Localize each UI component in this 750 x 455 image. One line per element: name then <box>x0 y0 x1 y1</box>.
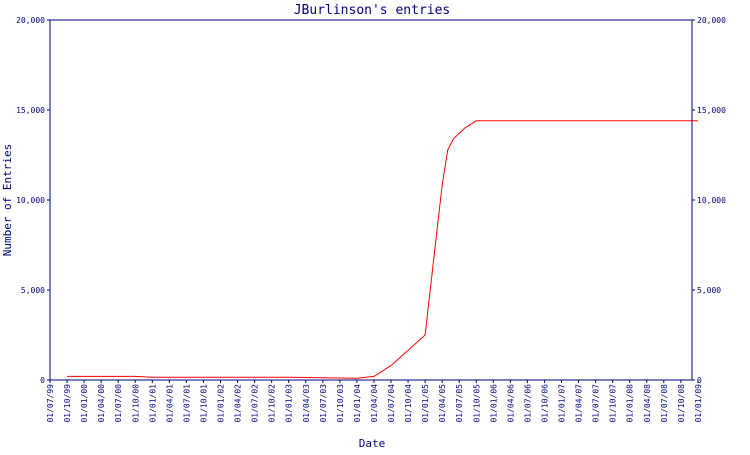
x-tick-label: 01/01/08 <box>626 384 635 423</box>
series-layer <box>67 120 698 379</box>
x-tick-label: 01/10/05 <box>472 384 481 423</box>
x-tick-label: 01/01/05 <box>421 384 430 423</box>
x-tick-label: 01/07/06 <box>523 384 532 423</box>
x-tick-label: 01/10/01 <box>199 384 208 423</box>
x-tick-label: 01/01/01 <box>148 384 157 423</box>
x-ticks: 01/07/99 01/10/99 01/01/00 01/04/00 01/07/00… <box>46 380 703 423</box>
x-tick-label: 01/01/09 <box>694 384 703 423</box>
x-tick-label: 01/07/01 <box>182 384 191 423</box>
x-tick-label: 01/04/00 <box>97 384 106 423</box>
x-tick-label: 01/10/02 <box>268 384 277 423</box>
x-tick-label: 01/01/07 <box>558 384 567 423</box>
y-tick-label-right: 10,000 <box>697 196 726 205</box>
x-tick-label: 01/07/07 <box>592 384 601 423</box>
x-tick-label: 01/04/05 <box>438 384 447 423</box>
axes <box>49 19 693 381</box>
x-tick-label: 01/10/06 <box>540 384 549 423</box>
x-tick-label: 01/01/06 <box>489 384 498 423</box>
y-tick-label-right: 15,000 <box>697 106 726 115</box>
x-tick-label: 01/04/08 <box>643 384 652 423</box>
x-tick-label: 01/01/02 <box>217 384 226 423</box>
x-tick-label: 01/10/08 <box>677 384 686 423</box>
y-tick-label-left: 5,000 <box>21 286 45 295</box>
y-tick-label-left: 10,000 <box>16 196 45 205</box>
chart-title: JBurlinson's entries <box>294 3 451 18</box>
x-tick-label: 01/07/05 <box>455 384 464 423</box>
x-tick-label: 01/04/01 <box>165 384 174 423</box>
y-tick-label-left: 15,000 <box>16 106 45 115</box>
y-ticks-left: 0 5,000 10,000 15,000 20,000 <box>16 16 50 385</box>
x-tick-label: 01/10/07 <box>609 384 618 423</box>
x-tick-label: 01/07/08 <box>660 384 669 423</box>
y-tick-label-right: 5,000 <box>697 286 721 295</box>
x-tick-label: 01/10/03 <box>336 384 345 423</box>
x-tick-label: 01/04/07 <box>575 384 584 423</box>
x-tick-label: 01/01/03 <box>285 384 294 423</box>
x-tick-label: 01/07/03 <box>319 384 328 423</box>
y-tick-label-left: 0 <box>40 376 45 385</box>
x-axis-label: Date <box>359 437 386 450</box>
series-line <box>67 120 698 379</box>
x-tick-label: 01/04/06 <box>506 384 515 423</box>
y-tick-label-right: 0 <box>697 376 702 385</box>
y-tick-label-left: 20,000 <box>16 16 45 25</box>
y-tick-label-right: 20,000 <box>697 16 726 25</box>
y-axis-label: Number of Entries <box>1 144 14 257</box>
x-tick-label: 01/07/02 <box>251 384 260 423</box>
x-tick-label: 01/04/02 <box>234 384 243 423</box>
x-tick-label: 01/10/99 <box>63 384 72 423</box>
x-tick-label: 01/07/04 <box>387 384 396 423</box>
x-tick-label: 01/01/04 <box>353 384 362 423</box>
x-tick-label: 01/04/04 <box>370 384 379 423</box>
x-tick-label: 01/07/99 <box>46 384 55 423</box>
x-tick-label: 01/10/00 <box>131 384 140 423</box>
x-tick-label: 01/07/00 <box>114 384 123 423</box>
x-tick-label: 01/04/03 <box>302 384 311 423</box>
x-tick-label: 01/10/04 <box>404 384 413 423</box>
y-ticks-right: 0 5,000 10,000 15,000 20,000 <box>692 16 726 385</box>
x-tick-label: 01/01/00 <box>80 384 89 423</box>
